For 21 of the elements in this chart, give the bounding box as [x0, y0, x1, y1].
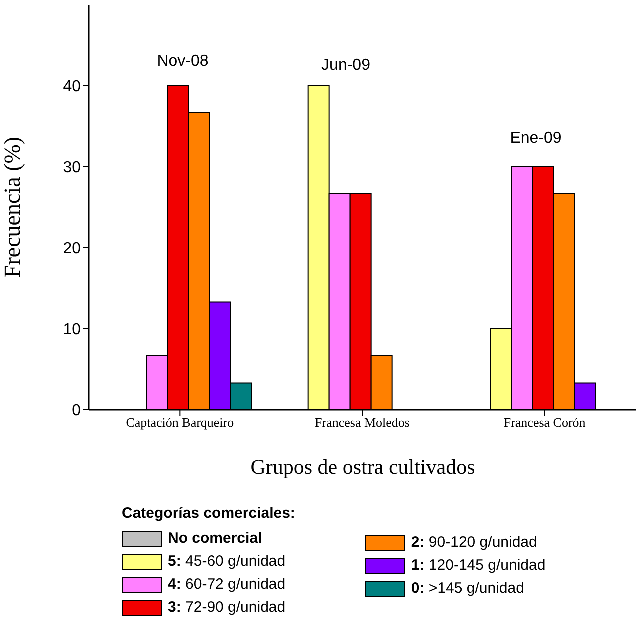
x-tick-label: Francesa Corón	[504, 415, 586, 430]
y-tick-label: 0	[72, 402, 82, 420]
y-tick-label: 40	[63, 78, 82, 96]
legend-label: 2: 90-120 g/unidad	[411, 534, 538, 551]
legend-label: 1: 120-145 g/unidad	[411, 557, 546, 574]
legend-label: 5: 45-60 g/unidad	[168, 553, 286, 570]
legend-label: No comercial	[168, 530, 262, 547]
annotation: Nov-08	[157, 53, 209, 71]
legend-label: 0: >145 g/unidad	[411, 580, 524, 597]
y-axis-title: Frecuencia (%)	[0, 136, 26, 278]
legend-label: 4: 60-72 g/unidad	[168, 576, 286, 593]
annotation: Ene-09	[510, 130, 562, 148]
legend-title: Categorías comerciales:	[122, 505, 296, 524]
x-axis-title: Grupos de ostra cultivados	[250, 455, 476, 480]
x-tick-label: Francesa Moledos	[315, 415, 410, 430]
y-tick-label: 10	[63, 322, 82, 339]
x-tick-label: Captación Barqueiro	[126, 415, 234, 430]
annotation: Jun-09	[322, 57, 370, 75]
legend-label: 3: 72-90 g/unidad	[168, 599, 286, 616]
y-tick-label: 30	[63, 160, 82, 177]
y-tick-label: 20	[63, 240, 82, 258]
